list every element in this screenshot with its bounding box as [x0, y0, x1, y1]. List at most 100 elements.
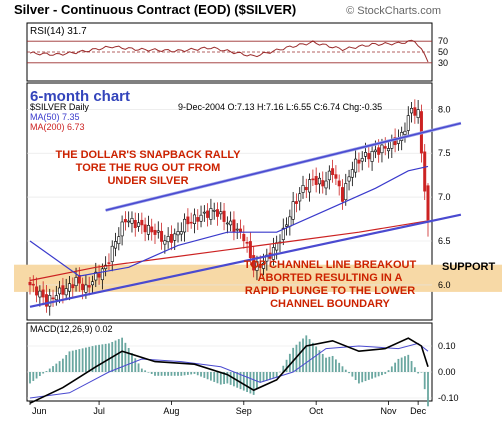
- candle-body: [71, 284, 75, 289]
- macd-histogram-bar: [331, 355, 334, 372]
- macd-histogram-bar: [117, 339, 120, 372]
- candle-body: [160, 230, 164, 242]
- candle-body: [334, 174, 338, 179]
- macd-histogram-bar: [213, 372, 216, 382]
- price-candle: [321, 171, 325, 194]
- candle-body: [248, 241, 252, 259]
- candle-body: [51, 297, 55, 300]
- price-candle: [51, 289, 55, 307]
- price-candle: [140, 212, 144, 234]
- macd-histogram-bar: [196, 372, 199, 376]
- price-candle: [77, 267, 81, 292]
- candle-body: [110, 245, 114, 262]
- candle-body: [58, 287, 62, 295]
- macd-histogram-bar: [358, 372, 360, 384]
- upper-channel-line-inner: [105, 122, 462, 212]
- price-candle: [387, 139, 391, 159]
- x-axis-month-label: Oct: [309, 406, 324, 416]
- annotation-bottom-line: ABORTED RESULTING IN A: [258, 272, 403, 284]
- macd-histogram-bar: [154, 372, 156, 376]
- price-candle: [235, 223, 239, 239]
- price-candle: [350, 161, 354, 187]
- candle-body: [222, 210, 226, 222]
- macd-panel-frame: [26, 322, 433, 402]
- macd-histogram-bar: [98, 344, 100, 372]
- rsi-label: RSI(14) 31.7: [30, 26, 87, 37]
- macd-histogram-bar: [163, 372, 166, 376]
- macd-histogram-bar: [61, 358, 64, 372]
- macd-histogram-bar: [410, 361, 413, 372]
- candle-body: [114, 241, 118, 249]
- macd-histogram-bar: [190, 372, 193, 375]
- macd-histogram-bar: [160, 372, 163, 376]
- price-candle: [54, 285, 58, 306]
- candle-body: [84, 284, 88, 293]
- macd-histogram-bar: [137, 363, 140, 372]
- candle-body: [410, 108, 414, 114]
- macd-histogram-bar: [226, 372, 229, 384]
- price-candle: [413, 99, 417, 124]
- price-candle: [38, 285, 42, 307]
- macd-histogram-bar: [32, 372, 35, 381]
- macd-histogram-bar: [216, 372, 219, 384]
- macd-histogram-bar: [75, 349, 77, 372]
- candle-body: [383, 146, 387, 149]
- macd-histogram-bar: [387, 370, 390, 372]
- macd-histogram-bar: [285, 359, 288, 372]
- macd-tick-label: 0.10: [438, 341, 456, 351]
- price-candle: [199, 205, 203, 228]
- price-candle: [35, 277, 39, 303]
- macd-histogram-bar: [262, 372, 265, 382]
- candle-body: [235, 228, 239, 231]
- lower-channel-line: [29, 213, 462, 308]
- candle-body: [288, 216, 292, 227]
- macd-histogram-bar: [229, 372, 232, 385]
- ma200-label: MA(200) 6.73: [30, 122, 85, 132]
- price-candle: [357, 152, 361, 173]
- candle-body: [173, 233, 177, 241]
- macd-histogram-bar: [167, 372, 170, 376]
- price-candle: [215, 202, 219, 226]
- macd-histogram-bar: [114, 340, 117, 372]
- macd-histogram-bar: [249, 372, 252, 394]
- macd-histogram-bar: [65, 355, 68, 372]
- macd-histogram-bar: [400, 357, 403, 372]
- candle-body: [212, 209, 216, 212]
- price-candle: [44, 285, 48, 313]
- macd-histogram-bar: [101, 344, 104, 372]
- macd-histogram-bar: [305, 335, 308, 372]
- macd-histogram-bar: [78, 349, 81, 372]
- macd-histogram-bar: [325, 357, 327, 372]
- candle-body: [354, 158, 358, 173]
- macd-histogram-bar: [275, 372, 278, 378]
- candle-body: [153, 229, 157, 235]
- candle-body: [324, 180, 328, 189]
- price-candle: [114, 232, 118, 257]
- candle-body: [209, 208, 213, 220]
- macd-histogram-bar: [203, 372, 206, 378]
- macd-histogram-bar: [157, 372, 160, 376]
- price-candle: [426, 183, 430, 237]
- candle-body: [202, 211, 206, 214]
- macd-histogram-bar: [321, 353, 324, 372]
- support-label: SUPPORT: [442, 261, 495, 273]
- candle-body: [48, 295, 52, 307]
- candle-body: [406, 115, 410, 131]
- macd-histogram-bar: [239, 372, 242, 390]
- price-candle: [229, 211, 233, 232]
- macd-histogram-bar: [193, 372, 196, 374]
- macd-histogram-bar: [45, 371, 48, 372]
- macd-histogram-bar: [374, 372, 377, 378]
- price-candle: [169, 225, 173, 251]
- candle-body: [74, 277, 78, 287]
- candle-body: [347, 176, 351, 182]
- macd-histogram-bar: [390, 366, 393, 372]
- quote-line: 9-Dec-2004 O:7.13 H:7.16 L:6.55 C:6.74 C…: [178, 102, 382, 112]
- candle-body: [77, 275, 81, 284]
- macd-histogram-bar: [246, 372, 248, 393]
- candle-body: [380, 144, 384, 154]
- candle-body: [262, 262, 266, 269]
- annotation-bottom-line: TOP CHANNEL LINE BREAKOUT: [244, 259, 417, 271]
- candle-body: [166, 236, 170, 243]
